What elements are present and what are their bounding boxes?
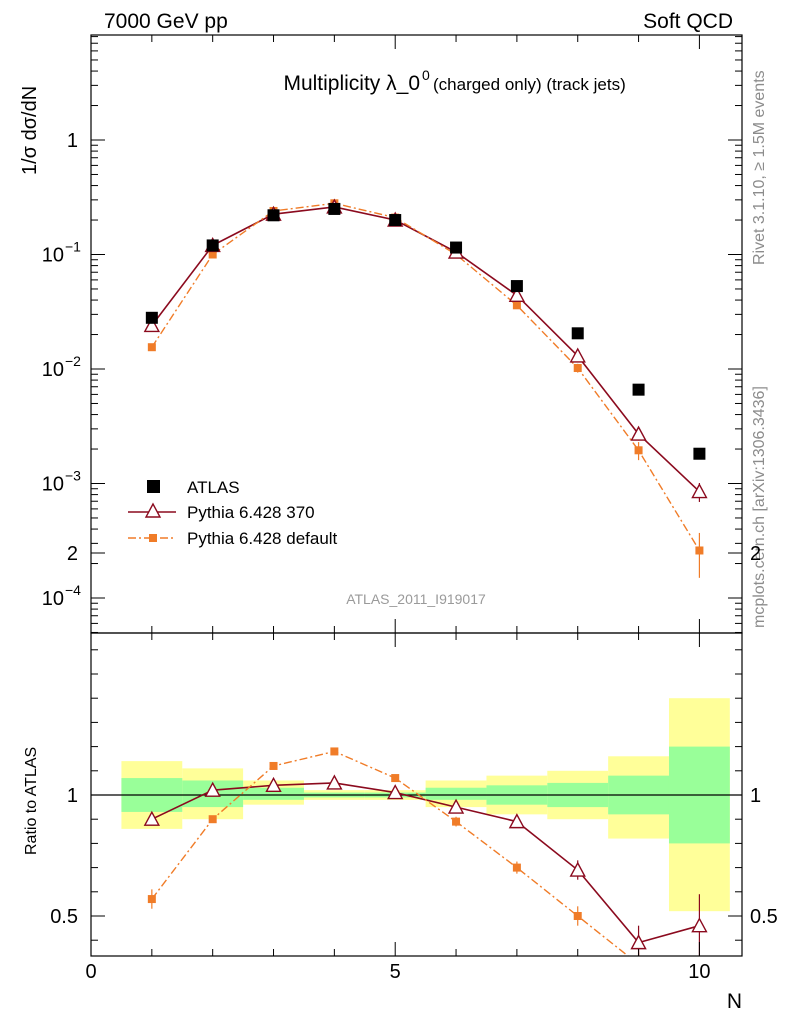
ratio-plot-area (91, 698, 742, 1007)
main-x-ticks (90, 35, 700, 633)
plot-title-superscript: 0 (422, 67, 430, 83)
atlas-data-point (510, 280, 523, 293)
ratio-panel: 0.5 0.5 1 1 2 2 0 5 10 Ratio to ATLAS (23, 543, 778, 1007)
rivet-label: Rivet 3.1.10, ≥ 1.5M events (751, 70, 768, 265)
pythia-default-marker (634, 446, 643, 455)
ratio-stat-uncertainty-band (425, 787, 487, 800)
ratio-y-tick-label-left: 0.5 (50, 906, 78, 928)
atlas-data-point (145, 311, 158, 324)
ratio-pythia-370-marker (569, 861, 586, 877)
atlas-data-point (267, 209, 280, 222)
ratio-pythia-370-marker (204, 781, 221, 797)
legend-label-pythia-370: Pythia 6.428 370 (187, 503, 315, 522)
atlas-data-point (450, 241, 463, 254)
ratio-pythia-default-marker (391, 774, 400, 783)
ratio-pythia-370-marker (326, 774, 343, 790)
ratio-pythia-default-line (151, 750, 630, 956)
ratio-y-label: Ratio to ATLAS (23, 747, 40, 855)
ratio-pythia-default-marker (208, 815, 217, 824)
main-y-tick-label-exp: −2 (65, 353, 81, 369)
legend-marker-atlas (147, 480, 160, 493)
pythia-default-marker (147, 343, 156, 352)
ratio-y-tick-label-right: 2 (750, 543, 761, 565)
legend-label-atlas: ATLAS (187, 478, 240, 497)
ratio-pythia-default-marker (635, 960, 643, 968)
plot-title: Multiplicity λ_0 (283, 72, 420, 95)
main-y-tick-label-exp: −4 (65, 582, 81, 598)
mcplots-label: mcplots.cern.ch [arXiv:1306.3436] (751, 386, 768, 628)
ratio-pythia-default-marker (695, 999, 703, 1007)
pythia-370-marker (508, 286, 526, 303)
ratio-y-tick-label-right: 0.5 (750, 906, 778, 928)
main-y-tick-label-base: 10 (42, 359, 64, 381)
main-y-tick-label-exp: −3 (65, 468, 81, 484)
ratio-pythia-default-marker (147, 895, 156, 904)
pythia-370-marker (143, 316, 161, 333)
ratio-y-ticks: 0.5 0.5 1 1 2 2 (50, 543, 778, 941)
ratio-x-ticks: 0 5 10 (85, 633, 711, 983)
ratio-pythia-370-marker (508, 813, 526, 829)
legend-marker-pythia-370 (144, 502, 162, 518)
ratio-pythia-default-marker (330, 747, 339, 756)
plot-title-suffix: (charged only) (track jets) (433, 75, 626, 94)
ratio-y-tick-label-left: 2 (67, 543, 78, 565)
pythia-370-marker (569, 347, 586, 363)
ratio-pythia-370-marker (265, 776, 282, 793)
atlas-data-point (632, 383, 645, 396)
pythia-default-marker (695, 546, 704, 555)
x-tick-label: 10 (688, 961, 710, 983)
analysis-watermark: ATLAS_2011_I919017 (346, 591, 486, 607)
ratio-pythia-default-marker (512, 863, 521, 872)
legend: ATLAS Pythia 6.428 370 Pythia 6.428 defa… (128, 478, 338, 548)
x-axis-label: N (727, 990, 742, 1013)
main-y-tick-label-base: 10 (42, 588, 64, 610)
ratio-pythia-370-marker (143, 810, 161, 826)
ratio-stat-uncertainty-band (243, 787, 304, 800)
pythia-370-line (151, 206, 700, 493)
ratio-pythia-default-marker (452, 817, 461, 826)
pythia-default-marker (573, 364, 582, 373)
pythia-default-marker (208, 250, 217, 259)
pythia-370-marker (630, 425, 647, 441)
ratio-y-tick-label-left: 1 (67, 785, 78, 807)
ratio-pythia-370-marker (387, 784, 404, 800)
ratio-pythia-370-marker (630, 934, 647, 950)
ratio-pythia-370-marker (691, 917, 708, 933)
main-y-label: 1/σ dσ/dN (19, 86, 41, 175)
main-plot-area (143, 198, 708, 578)
atlas-data-point (389, 214, 402, 227)
pythia-default-line (151, 202, 701, 551)
pythia-default-marker (512, 301, 521, 310)
ratio-pythia-default-marker (269, 761, 278, 770)
main-y-tick-label-base: 10 (42, 474, 64, 496)
process-label: Soft QCD (643, 10, 733, 33)
main-y-ticks: 110−110−210−310−4 (42, 36, 742, 633)
ratio-pythia-default-marker (573, 912, 582, 920)
pythia-370-marker (691, 483, 708, 499)
main-y-tick-label-exp: −1 (65, 239, 81, 255)
main-y-tick-label-base: 10 (42, 245, 64, 267)
atlas-data-point (571, 327, 584, 340)
main-y-tick-label: 1 (67, 130, 78, 152)
energy-label: 7000 GeV pp (104, 10, 228, 33)
atlas-data-point (328, 202, 341, 215)
legend-label-pythia-default: Pythia 6.428 default (187, 529, 338, 548)
ratio-y-tick-label-right: 1 (750, 785, 761, 807)
legend-marker-pythia-default (149, 534, 157, 542)
x-tick-label: 5 (390, 961, 401, 983)
ratio-series-group (143, 747, 708, 1007)
atlas-data-point (693, 447, 706, 460)
atlas-data-point (206, 239, 219, 252)
x-tick-label: 0 (85, 961, 96, 983)
main-panel: 110−110−210−310−4 Multiplicity λ_0 0 (ch… (19, 34, 743, 634)
ratio-pythia-370-marker (447, 798, 465, 814)
